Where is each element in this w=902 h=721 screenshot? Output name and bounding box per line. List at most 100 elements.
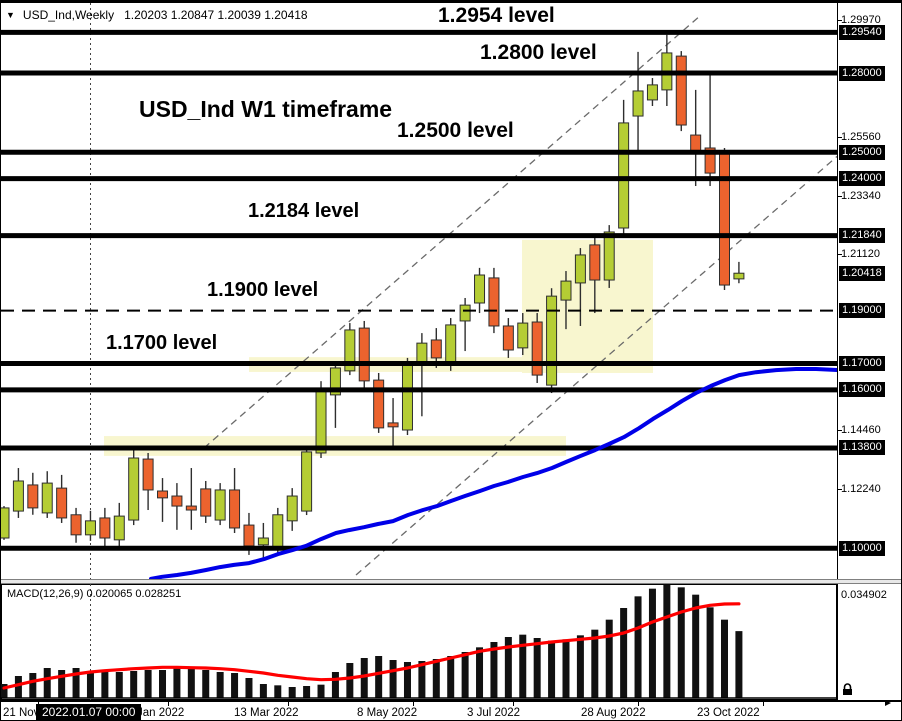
- macd-histogram-bar: [259, 684, 267, 698]
- macd-histogram-bar: [173, 668, 181, 698]
- price-level-badge: 1.16000: [839, 382, 885, 398]
- macd-histogram-bar: [663, 584, 671, 698]
- time-axis-tick: [763, 702, 764, 706]
- candle-body: [257, 537, 269, 546]
- candle-body: [358, 327, 370, 382]
- time-axis-tick: [288, 702, 289, 706]
- candle-body: [12, 480, 24, 512]
- macd-histogram-bar: [29, 673, 37, 698]
- symbol-dropdown-icon[interactable]: ▼: [6, 10, 15, 20]
- candle-body: [632, 90, 644, 117]
- macd-histogram-bar: [216, 672, 224, 698]
- chart-text-annotation[interactable]: 1.2184 level: [248, 200, 360, 222]
- candle-body: [675, 55, 687, 126]
- macd-histogram-bar: [418, 661, 426, 698]
- macd-histogram-bar: [375, 656, 383, 698]
- chart-text-annotation[interactable]: USD_Ind W1 timeframe: [139, 96, 393, 122]
- symbol-period-label: USD_Ind,Weekly: [22, 8, 115, 22]
- macd-axis-top-value: 0.034902: [841, 589, 887, 601]
- chart-header: ▼ USD_Ind,Weekly 1.20203 1.20847 1.20039…: [6, 8, 308, 22]
- candle-body: [733, 272, 745, 280]
- macd-histogram-bar: [447, 656, 455, 698]
- price-level-badge: 1.28000: [839, 65, 885, 81]
- candle-body: [214, 489, 226, 521]
- candle-body: [128, 457, 140, 521]
- macd-histogram-bar: [58, 670, 66, 698]
- macd-histogram-bar: [620, 608, 628, 698]
- price-axis-tick: [838, 430, 842, 432]
- candle-body: [142, 458, 154, 491]
- macd-histogram-bar: [288, 687, 296, 698]
- macd-histogram-bar: [331, 672, 339, 698]
- time-axis-tick: [638, 702, 639, 706]
- chart-text-annotation[interactable]: 1.2954 level: [438, 4, 555, 27]
- macd-histogram-bar: [476, 647, 484, 698]
- price-axis-label: 1.23340: [841, 189, 881, 202]
- macd-axis[interactable]: 0.034902: [837, 584, 901, 700]
- macd-histogram-bar: [317, 684, 325, 698]
- price-level-badge: 1.21840: [839, 228, 885, 244]
- chart-text-annotation[interactable]: 1.2500 level: [397, 119, 514, 142]
- chart-text-annotation[interactable]: 1.2800 level: [480, 41, 597, 64]
- macd-histogram-bar: [159, 670, 167, 698]
- price-level-badge: 1.17000: [839, 355, 885, 371]
- candle-body: [99, 517, 111, 539]
- candle-body: [430, 339, 442, 359]
- panel-splitter[interactable]: [1, 579, 901, 584]
- time-axis-tick: [413, 702, 414, 706]
- time-axis-label: 8 May 2022: [357, 707, 418, 719]
- trendline[interactable]: [203, 14, 702, 449]
- candle-body: [517, 322, 529, 349]
- chart-text-annotation[interactable]: 1.1700 level: [106, 332, 218, 354]
- time-axis-end-marker: [885, 700, 891, 706]
- price-axis[interactable]: 1.29970 1.29540 1.28000 1.25560 1.25000 1.240…: [837, 3, 901, 579]
- macd-histogram-bar: [303, 686, 311, 698]
- candle-body: [387, 422, 399, 428]
- candle-body: [344, 329, 356, 372]
- candle-body: [531, 321, 543, 376]
- candle-body: [301, 451, 313, 512]
- macd-histogram-bar: [43, 668, 51, 698]
- macd-histogram-bar: [721, 619, 728, 698]
- macd-histogram-bar: [548, 640, 556, 698]
- scale-lock-icon[interactable]: [842, 683, 853, 696]
- time-axis-tick: [513, 702, 514, 706]
- macd-histogram-bar: [72, 668, 80, 698]
- macd-histogram-bar: [231, 673, 239, 698]
- ohlc-values: 1.20203 1.20847 1.20039 1.20418: [124, 8, 308, 22]
- candle-body: [286, 495, 298, 522]
- time-axis-label: 13 Mar 2022: [234, 707, 299, 719]
- chart-text-annotation[interactable]: 1.1900 level: [207, 279, 319, 301]
- macd-histogram-bar: [389, 660, 397, 698]
- price-axis-label: 1.14460: [841, 424, 881, 437]
- macd-histogram-bar: [634, 596, 642, 698]
- macd-histogram-bar: [692, 594, 700, 698]
- price-chart-canvas[interactable]: [1, 3, 837, 580]
- candle-body: [1, 507, 10, 539]
- macd-histogram-bar: [519, 634, 527, 698]
- candle-body: [560, 280, 572, 301]
- time-axis-label: Jan 2022: [137, 707, 185, 719]
- macd-histogram-bar: [86, 671, 94, 698]
- highlight-zone[interactable]: [522, 239, 653, 373]
- candle-body: [41, 482, 53, 514]
- time-axis-tick: [168, 702, 169, 706]
- macd-histogram-bar: [115, 672, 123, 698]
- price-level-badge: 1.29540: [839, 24, 885, 40]
- candle-body: [618, 122, 630, 229]
- candle-body: [84, 520, 96, 536]
- macd-signal-line: [2, 602, 741, 690]
- macd-histogram-bar: [101, 672, 109, 698]
- macd-indicator-canvas[interactable]: [1, 3, 837, 721]
- crosshair-date-tooltip: 2022.01.07 00:00: [36, 704, 142, 720]
- macd-histogram-bar: [490, 642, 498, 698]
- candle-body: [488, 277, 500, 327]
- macd-histogram-bar: [432, 659, 440, 698]
- price-axis-label: 1.25560: [841, 130, 881, 143]
- macd-histogram-bar: [144, 670, 152, 698]
- candle-body: [646, 84, 658, 101]
- time-axis-label: 23 Oct 2022: [697, 707, 760, 719]
- candle-body: [171, 495, 183, 507]
- macd-histogram-bar: [576, 635, 584, 698]
